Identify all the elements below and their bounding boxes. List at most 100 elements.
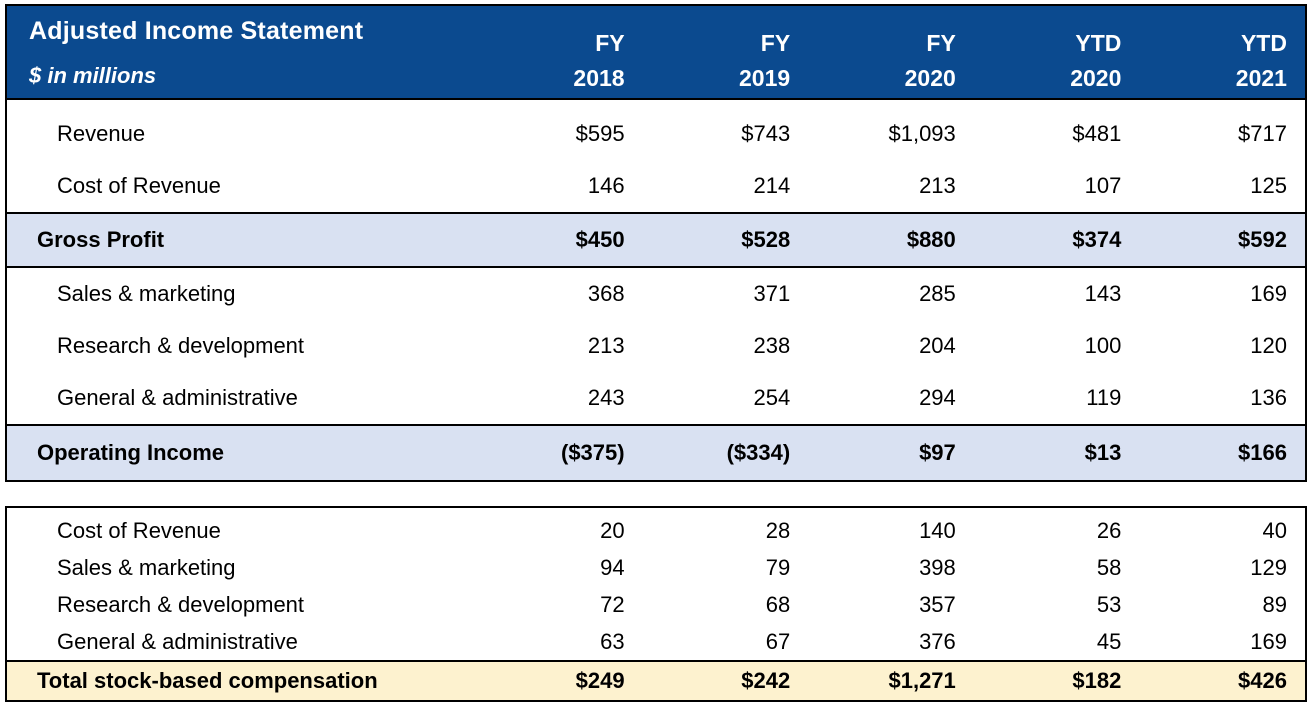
row-value: 79	[765, 554, 791, 580]
stock-compensation-table: Cost of Revenue 20 28 140 26 40 Sales & …	[5, 506, 1307, 702]
row-value: $450	[575, 227, 625, 252]
row-value: 143	[1084, 281, 1122, 306]
table-title: Adjusted Income Statement	[29, 17, 364, 45]
row-value: 94	[600, 554, 625, 580]
column-header-ytd-2021: YTD 2021	[1139, 6, 1305, 98]
row-value: 140	[919, 517, 956, 543]
table-row-gross-profit: Gross Profit $450 $528 $880 $374 $592	[7, 212, 1305, 268]
column-period: FY	[760, 30, 791, 56]
row-value: $880	[906, 227, 956, 252]
table-subtitle: $ in millions	[29, 63, 157, 88]
row-value: 214	[753, 173, 791, 198]
table-title-cell: Adjusted Income Statement $ in millions	[7, 6, 477, 98]
row-label: Gross Profit	[37, 227, 165, 252]
row-value: 100	[1084, 333, 1122, 358]
row-value: 125	[1250, 173, 1287, 198]
row-value: $743	[741, 121, 791, 146]
row-value: $97	[919, 440, 956, 465]
row-value: 204	[919, 333, 956, 358]
row-label: Research & development	[57, 333, 305, 358]
row-value: 368	[587, 281, 625, 306]
row-value: 169	[1250, 628, 1287, 654]
table-row-cost-of-revenue: Cost of Revenue 146 214 213 107 125	[7, 160, 1305, 212]
row-value: $595	[575, 121, 625, 146]
row-value: $249	[575, 668, 625, 693]
row-value: 119	[1086, 385, 1122, 410]
row-value: 146	[587, 173, 625, 198]
table-row-sbc-research-development: Research & development 72 68 357 53 89	[7, 586, 1305, 623]
row-value: 89	[1262, 591, 1287, 617]
column-header-fy-2020: FY 2020	[808, 6, 974, 98]
row-value: 63	[600, 628, 625, 654]
row-value: ($375)	[561, 440, 625, 465]
row-value: 213	[919, 173, 956, 198]
row-value: $166	[1238, 440, 1287, 465]
column-period: YTD	[1240, 30, 1287, 56]
row-value: $374	[1072, 227, 1122, 252]
column-year: 2019	[739, 65, 791, 91]
row-value: 357	[919, 591, 956, 617]
row-value: 285	[919, 281, 956, 306]
column-header-fy-2019: FY 2019	[643, 6, 809, 98]
table-row-sbc-general-administrative: General & administrative 63 67 376 45 16…	[7, 623, 1305, 660]
row-value: 67	[765, 628, 791, 654]
column-header-fy-2018: FY 2018	[477, 6, 643, 98]
row-value: 238	[753, 333, 791, 358]
column-header-ytd-2020: YTD 2020	[974, 6, 1140, 98]
adjusted-income-statement-table: Adjusted Income Statement $ in millions …	[5, 4, 1307, 482]
row-value: 243	[587, 385, 625, 410]
row-value: $1,093	[888, 121, 956, 146]
row-label: Operating Income	[37, 440, 225, 465]
table-row-research-development: Research & development 213 238 204 100 1…	[7, 320, 1305, 372]
row-value: ($334)	[726, 440, 791, 465]
row-label: General & administrative	[57, 628, 298, 654]
row-value: 136	[1250, 385, 1287, 410]
row-value: 294	[919, 385, 956, 410]
row-value: $1,271	[888, 668, 956, 693]
row-value: 26	[1096, 517, 1122, 543]
row-label: General & administrative	[57, 385, 298, 410]
column-year: 2021	[1235, 65, 1287, 91]
row-value: 129	[1250, 554, 1287, 580]
column-period: YTD	[1075, 30, 1122, 56]
row-value: 72	[600, 591, 625, 617]
row-value: 28	[765, 517, 791, 543]
table-row-total-stock-based-compensation: Total stock-based compensation $249 $242…	[7, 660, 1305, 700]
column-period: FY	[926, 30, 956, 56]
table-row-revenue: Revenue $595 $743 $1,093 $481 $717	[7, 108, 1305, 160]
column-year: 2020	[1070, 65, 1122, 91]
row-label: Cost of Revenue	[57, 517, 221, 543]
table-row-general-administrative: General & administrative 243 254 294 119…	[7, 372, 1305, 424]
table-header: Adjusted Income Statement $ in millions …	[7, 6, 1305, 100]
row-value: 45	[1096, 628, 1122, 654]
table-gap	[5, 482, 1307, 506]
column-year: 2020	[904, 65, 956, 91]
row-value: 254	[753, 385, 791, 410]
row-label: Sales & marketing	[57, 281, 236, 306]
table-row-sbc-cost-of-revenue: Cost of Revenue 20 28 140 26 40	[7, 512, 1305, 549]
row-value: $592	[1238, 227, 1287, 252]
row-value: 371	[753, 281, 791, 306]
sbc-table-body: Cost of Revenue 20 28 140 26 40 Sales & …	[7, 508, 1305, 700]
income-table-body: Revenue $595 $743 $1,093 $481 $717 Cost …	[7, 100, 1305, 480]
row-value: 376	[919, 628, 956, 654]
row-value: $481	[1072, 121, 1122, 146]
row-value: 53	[1096, 591, 1122, 617]
row-value: 20	[600, 517, 625, 543]
row-value: 120	[1250, 333, 1287, 358]
row-value: 58	[1096, 554, 1122, 580]
row-value: 40	[1262, 517, 1287, 543]
column-year: 2018	[573, 65, 625, 91]
row-label: Sales & marketing	[57, 554, 236, 580]
row-label: Research & development	[57, 591, 305, 617]
column-period: FY	[595, 30, 625, 56]
row-value: $242	[741, 668, 791, 693]
row-value: 68	[765, 591, 791, 617]
table-row-sales-marketing: Sales & marketing 368 371 285 143 169	[7, 268, 1305, 320]
row-value: $528	[741, 227, 791, 252]
row-label: Cost of Revenue	[57, 173, 221, 198]
table-row-sbc-sales-marketing: Sales & marketing 94 79 398 58 129	[7, 549, 1305, 586]
row-label: Total stock-based compensation	[37, 668, 378, 693]
row-value: $426	[1238, 668, 1287, 693]
row-value: $717	[1238, 121, 1287, 146]
